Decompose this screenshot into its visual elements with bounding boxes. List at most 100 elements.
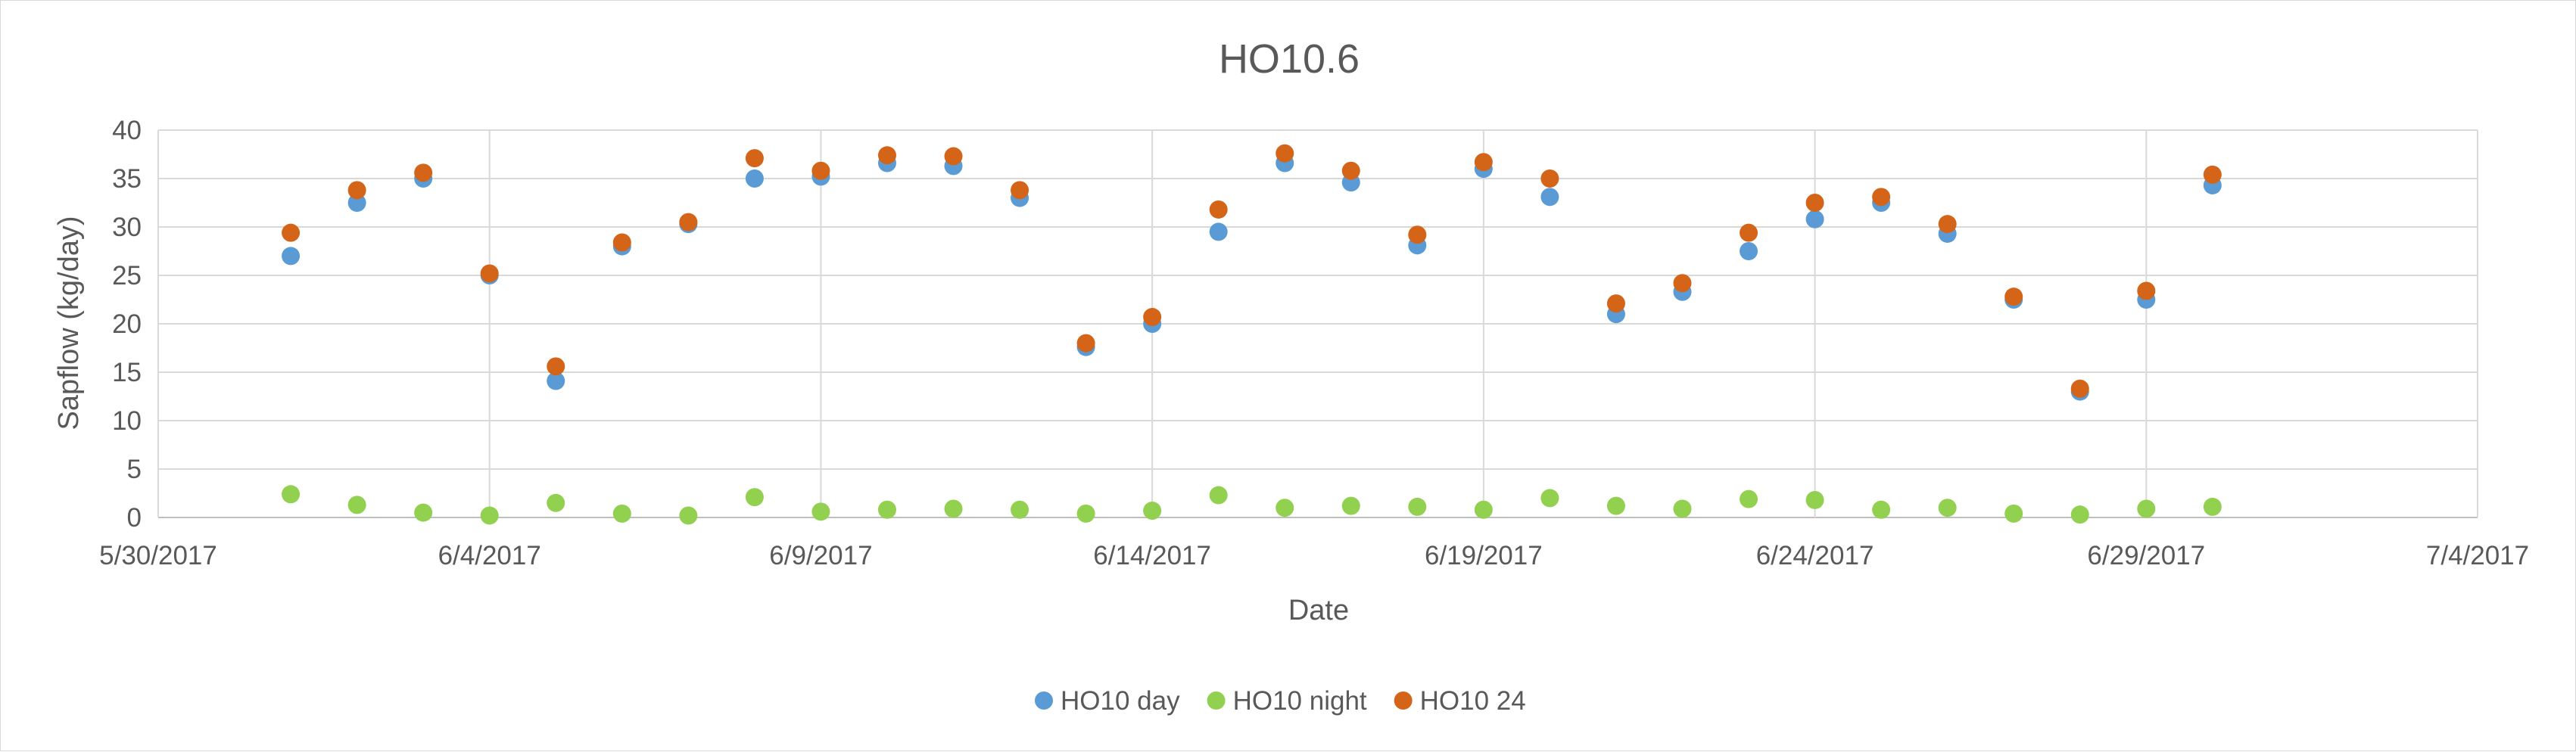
- data-point: [1011, 500, 1029, 519]
- y-tick-label: 0: [127, 503, 142, 533]
- data-point: [347, 194, 366, 212]
- y-tick-label: 30: [112, 213, 142, 242]
- data-point: [1740, 242, 1758, 260]
- data-point: [282, 223, 301, 242]
- data-point: [1805, 194, 1824, 212]
- y-tick-label: 35: [112, 164, 142, 194]
- data-point: [1938, 499, 1957, 517]
- data-point: [282, 485, 301, 504]
- x-tick-label: 6/19/2017: [1425, 541, 1543, 570]
- data-point: [1209, 200, 1228, 219]
- x-tick-label: 6/9/2017: [769, 541, 872, 570]
- data-point: [1740, 223, 1758, 242]
- x-tick-label: 7/4/2017: [2426, 541, 2529, 570]
- data-point: [944, 499, 963, 518]
- data-point: [811, 161, 830, 180]
- data-point: [1740, 489, 1758, 508]
- gridlines: [157, 129, 2478, 518]
- data-point: [1076, 504, 1095, 523]
- data-point: [347, 496, 366, 514]
- data-point: [1938, 215, 1957, 234]
- data-point: [1606, 294, 1625, 313]
- chart-title: HO10.6: [1219, 36, 1360, 82]
- y-axis-ticks: 0 5 10 15 20 25 30 35 40: [112, 116, 142, 533]
- data-point: [1606, 496, 1625, 515]
- data-point: [1474, 500, 1493, 519]
- series-ho10-night: [282, 485, 2222, 525]
- y-tick-label: 5: [127, 455, 142, 484]
- data-point: [811, 502, 830, 521]
- data-point: [1872, 188, 1891, 207]
- data-point: [1673, 274, 1692, 293]
- data-point: [1540, 169, 1559, 188]
- data-point: [2004, 287, 2023, 306]
- x-tick-label: 6/24/2017: [1756, 541, 1874, 570]
- data-point: [612, 233, 631, 252]
- legend-label: HO10 night: [1233, 686, 1367, 716]
- series-ho10-24: [282, 144, 2222, 398]
- x-tick-label: 6/14/2017: [1093, 541, 1211, 570]
- data-point: [1209, 222, 1228, 241]
- legend-marker: [1394, 691, 1413, 710]
- data-point: [745, 488, 764, 507]
- data-point: [282, 247, 301, 266]
- data-point: [1209, 486, 1228, 505]
- data-point: [1540, 188, 1559, 207]
- data-points: [282, 144, 2222, 525]
- series-ho10-day: [282, 154, 2222, 401]
- x-axis-title: Date: [1288, 595, 1349, 626]
- data-point: [2070, 379, 2089, 398]
- data-point: [347, 181, 366, 200]
- data-point: [1076, 334, 1095, 353]
- data-point: [2203, 497, 2222, 516]
- data-point: [1872, 500, 1891, 519]
- data-point: [1276, 144, 1294, 163]
- data-point: [679, 506, 698, 525]
- data-point: [1011, 181, 1029, 200]
- x-tick-label: 5/30/2017: [99, 541, 217, 570]
- data-point: [1143, 308, 1162, 327]
- data-point: [1341, 496, 1360, 515]
- data-point: [547, 357, 565, 376]
- legend-marker: [1207, 691, 1226, 710]
- data-point: [547, 371, 565, 390]
- data-point: [480, 264, 499, 283]
- data-point: [1408, 225, 1427, 244]
- data-point: [1474, 153, 1493, 172]
- data-point: [1341, 161, 1360, 180]
- data-point: [612, 504, 631, 523]
- y-tick-label: 25: [112, 261, 142, 291]
- data-point: [480, 506, 499, 525]
- data-point: [2137, 281, 2156, 300]
- x-axis-ticks: 5/30/2017 6/4/2017 6/9/2017 6/14/2017 6/19/2…: [99, 541, 2529, 570]
- y-axis-title: Sapflow (kg/day): [53, 216, 85, 430]
- data-point: [2203, 165, 2222, 184]
- y-tick-label: 10: [112, 406, 142, 436]
- data-point: [2137, 499, 2156, 518]
- data-point: [745, 149, 764, 168]
- data-point: [1540, 489, 1559, 508]
- data-point: [877, 500, 896, 519]
- data-point: [547, 493, 565, 512]
- data-point: [944, 147, 963, 166]
- data-point: [414, 163, 433, 182]
- x-tick-label: 6/29/2017: [2087, 541, 2205, 570]
- y-tick-label: 20: [112, 309, 142, 339]
- data-point: [2070, 505, 2089, 524]
- data-point: [1276, 499, 1294, 517]
- data-point: [1805, 210, 1824, 228]
- data-point: [1143, 502, 1162, 520]
- data-point: [745, 169, 764, 188]
- legend-label: HO10 24: [1420, 686, 1526, 716]
- data-point: [679, 213, 698, 232]
- data-point: [1673, 499, 1692, 518]
- data-point: [414, 503, 433, 522]
- y-tick-label: 15: [112, 358, 142, 387]
- data-point: [2004, 504, 2023, 523]
- data-point: [1408, 497, 1427, 516]
- legend-marker: [1035, 691, 1053, 710]
- legend-label: HO10 day: [1061, 686, 1180, 716]
- data-point: [877, 146, 896, 165]
